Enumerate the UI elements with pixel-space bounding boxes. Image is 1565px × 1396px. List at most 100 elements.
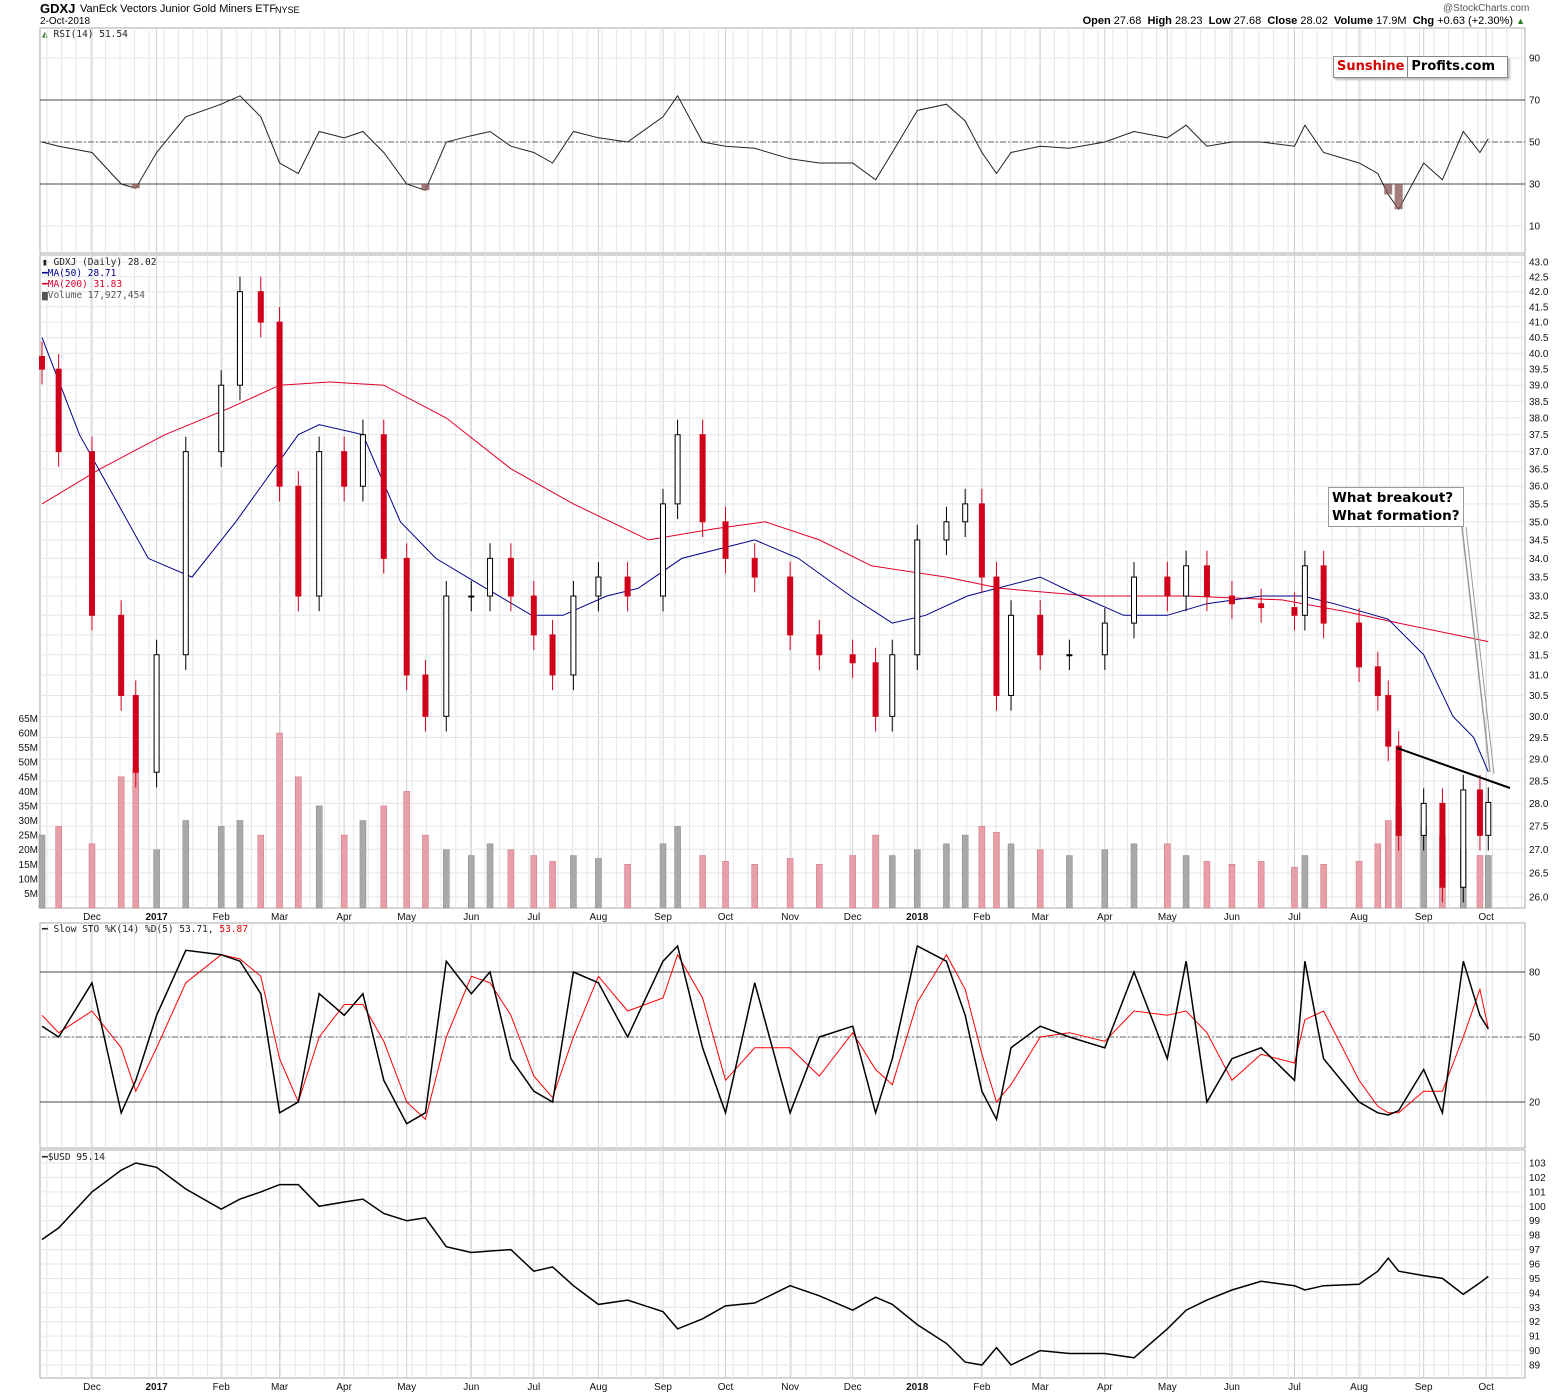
x-tick-label: Aug [1350, 912, 1368, 923]
x-tick-label: 2018 [906, 1382, 929, 1393]
candle-body [1395, 745, 1402, 836]
price-panel-frame [39, 254, 1526, 909]
candle-body [507, 557, 514, 597]
volume-bar [1485, 855, 1492, 909]
volume-bar [1257, 861, 1265, 909]
x-tick-label: Jun [1224, 912, 1240, 923]
price-tick-label: 30.0 [1529, 712, 1549, 723]
volume-bar [422, 834, 429, 909]
volume-label: Volume [1334, 15, 1373, 27]
x-tick-label: Aug [590, 1382, 608, 1393]
x-tick-label: Nov [781, 1382, 799, 1393]
x-tick-label: Sep [1415, 912, 1433, 923]
usd-tick-label: 91 [1529, 1332, 1541, 1343]
price-tick-label: 39.5 [1529, 365, 1549, 376]
volume-bar [624, 864, 631, 909]
usd-tick-label: 98 [1529, 1231, 1541, 1242]
price-tick-label: 28.0 [1529, 799, 1549, 810]
x-tick-label: Sep [654, 1382, 672, 1393]
candle-body [889, 654, 896, 717]
volume-bar [943, 843, 950, 909]
volume-bar [1476, 855, 1484, 909]
x-tick-label: Jul [1288, 1382, 1301, 1393]
volume-bar [1301, 855, 1309, 909]
volume-bar [507, 849, 515, 909]
candle-body [993, 576, 1000, 696]
candle-body [468, 595, 475, 598]
sto-tick-label: 50 [1529, 1033, 1541, 1044]
candle-body [182, 451, 189, 656]
volume-bar [570, 855, 577, 909]
high-label: High [1147, 15, 1172, 27]
chg-label: Chg [1412, 15, 1435, 27]
usd-legend: ━$USD 95.14 [42, 1152, 105, 1163]
rsi-icon: ◭ [42, 29, 48, 40]
volume-bar [38, 834, 46, 909]
candle-body [380, 434, 387, 559]
candle-body [1320, 565, 1327, 624]
open-value: 27.68 [1113, 15, 1142, 27]
candle-body [699, 434, 706, 523]
sto-panel-frame [39, 922, 1526, 1149]
candle-body [722, 521, 729, 559]
usd-tick-label: 95 [1529, 1274, 1541, 1285]
volume-bar [315, 805, 323, 909]
sunshine-profits-logo: Sunshine Profits.com [1333, 56, 1508, 78]
volume-bar [1036, 849, 1044, 909]
volume-bar [1101, 849, 1109, 909]
candle-body [660, 503, 667, 597]
candle-body [1203, 565, 1210, 597]
rsi-tick-label: 50 [1529, 138, 1541, 149]
volume-tick-label: 50M [19, 758, 38, 769]
ma200-legend-text: MA(200) 31.83 [47, 279, 123, 290]
price-tick-label: 29.0 [1529, 755, 1549, 766]
candle-body [1439, 802, 1446, 888]
low-value: 27.68 [1233, 15, 1262, 27]
candle-body [1101, 622, 1108, 656]
sto-tick-label: 20 [1529, 1098, 1541, 1109]
x-tick-label: Oct [1478, 912, 1494, 923]
candle-body [570, 595, 577, 676]
candle-body [132, 694, 139, 773]
candle-body [118, 614, 125, 696]
candle-body [595, 576, 602, 597]
price-tick-label: 32.5 [1529, 611, 1549, 622]
x-tick-label: Feb [213, 1382, 231, 1393]
price-tick-label: 37.5 [1529, 430, 1549, 441]
volume-bar [468, 855, 475, 909]
low-label: Low [1208, 15, 1231, 27]
price-tick-label: 26.0 [1529, 892, 1549, 903]
volume-bar [217, 826, 225, 909]
x-tick-label: Aug [1350, 1382, 1368, 1393]
candle-body [1228, 595, 1235, 605]
candle-body [276, 321, 283, 487]
volume-tick-label: 55M [19, 743, 38, 754]
price-tick-label: 27.0 [1529, 845, 1549, 856]
x-tick-label: Mar [1032, 1382, 1050, 1393]
x-tick-label: Apr [336, 912, 352, 923]
volume-bar [993, 831, 1000, 909]
candle-icon: ▮ [42, 257, 48, 268]
chg-value: +0.63 (+2.30%) [1437, 15, 1514, 27]
price-tick-label: 29.5 [1529, 733, 1549, 744]
candle-body [1008, 614, 1015, 696]
x-tick-label: Oct [718, 1382, 734, 1393]
rsi-legend: ◭ RSI(14) 51.54 [42, 29, 128, 40]
candle-body [1420, 802, 1427, 836]
rsi-oversold-fill [1384, 184, 1393, 195]
price-tick-label: 34.5 [1529, 535, 1549, 546]
volume-bar [751, 864, 758, 909]
volume-bar [1228, 864, 1236, 909]
x-tick-label: May [1158, 912, 1177, 923]
volume-bar [849, 855, 856, 909]
annotation-box: What breakout? What formation? [1328, 487, 1464, 527]
candle-body [403, 557, 410, 676]
volume-tick-label: 25M [19, 831, 38, 842]
x-tick-label: Feb [213, 912, 231, 923]
candle-body [443, 595, 450, 717]
volume-bar [132, 767, 140, 909]
chart-date: 2-Oct-2018 [40, 16, 91, 27]
close-value: 28.02 [1300, 15, 1328, 27]
x-tick-label: 2018 [906, 912, 929, 923]
logo-part2: Profits.com [1411, 59, 1495, 74]
